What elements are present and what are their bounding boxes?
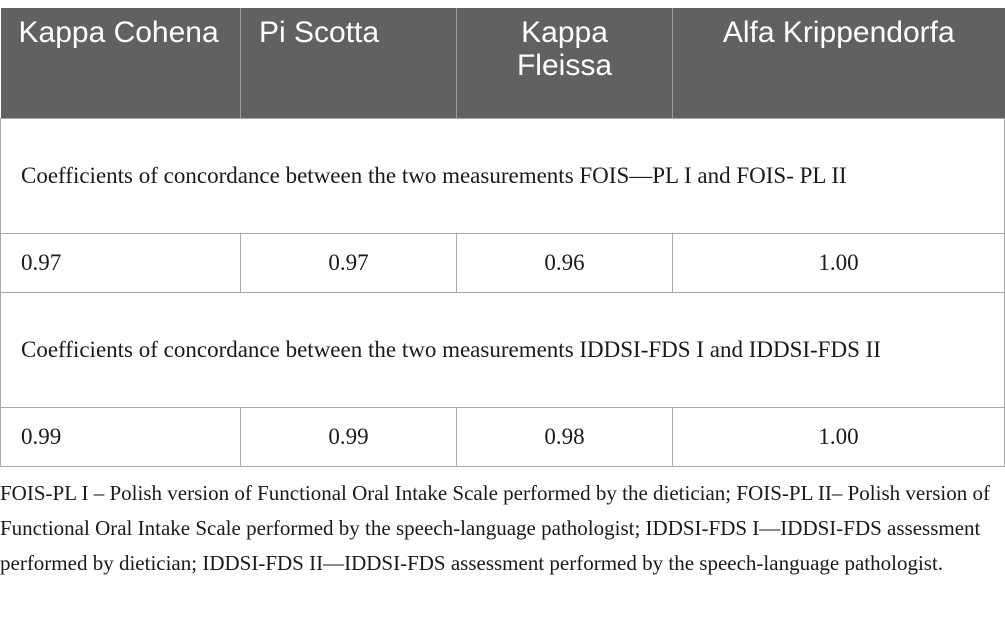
column-header-alfa-krippendorfa: Alfa Krippendorfa — [672, 8, 1005, 118]
cell-alfa-krippendorfa: 1.00 — [672, 232, 1005, 293]
table-row: 0.97 0.97 0.96 1.00 — [0, 232, 1005, 293]
cell-kappa-cohena: 0.97 — [0, 232, 241, 293]
section-title-iddsi: Coefficients of concordance between the … — [0, 291, 1005, 408]
cell-alfa-krippendorfa: 1.00 — [672, 406, 1005, 467]
table-footnote: FOIS-PL I – Polish version of Functional… — [0, 481, 990, 575]
section-title-fois: Coefficients of concordance between the … — [0, 117, 1005, 234]
column-header-pi-scotta: Pi Scotta — [240, 8, 457, 118]
table-row: 0.99 0.99 0.98 1.00 — [0, 406, 1005, 467]
cell-pi-scotta: 0.99 — [240, 406, 457, 467]
section-row-fois: Coefficients of concordance between the … — [0, 117, 1005, 234]
cell-kappa-cohena: 0.99 — [0, 406, 241, 467]
concordance-table: Kappa Cohena Pi Scotta Kappa Fleissa Alf… — [0, 8, 1005, 467]
column-header-kappa-fleissa: Kappa Fleissa — [456, 8, 673, 118]
cell-kappa-fleissa: 0.96 — [456, 232, 673, 293]
section-row-iddsi: Coefficients of concordance between the … — [0, 291, 1005, 408]
cell-pi-scotta: 0.97 — [240, 232, 457, 293]
column-header-kappa-cohena: Kappa Cohena — [0, 8, 241, 118]
table-header-row: Kappa Cohena Pi Scotta Kappa Fleissa Alf… — [0, 8, 1005, 118]
cell-kappa-fleissa: 0.98 — [456, 406, 673, 467]
